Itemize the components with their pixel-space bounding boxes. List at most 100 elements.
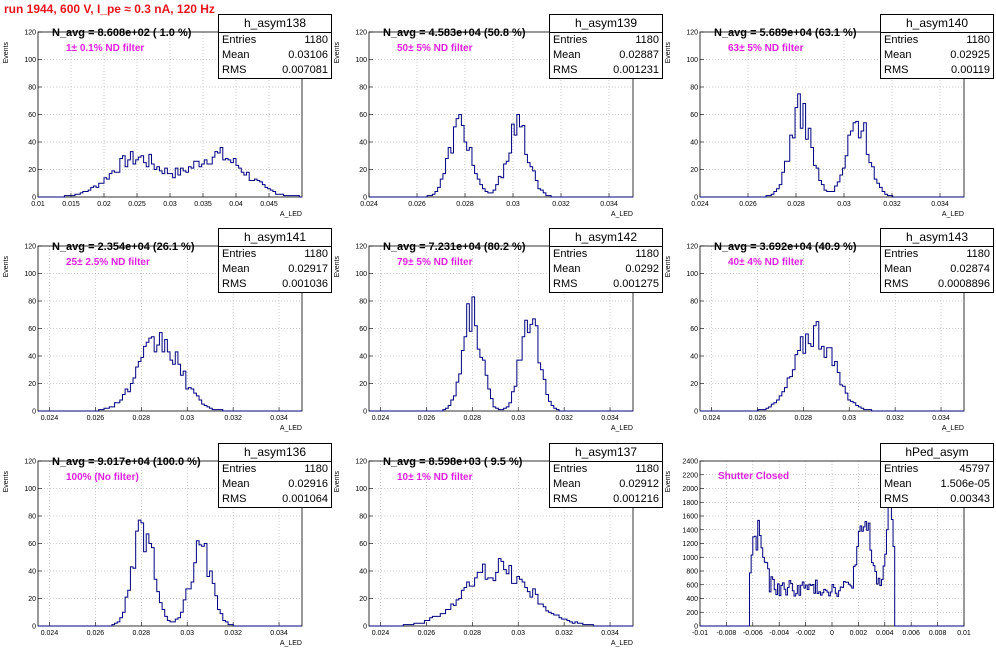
stat-label: RMS [884, 278, 909, 290]
histogram-line [38, 332, 302, 412]
stats-box: h_asym139 Entries 1180 Mean 0.02887 RMS 0.0012… [549, 14, 663, 79]
y-tick-label: 0 [32, 624, 36, 631]
y-tick-label: 80 [359, 299, 367, 306]
navg-label: N_avg = 8.608e+02 ( 1.0 %) [52, 27, 192, 39]
y-tick-label: 120 [24, 30, 36, 37]
y-tick-label: 0 [363, 624, 367, 631]
y-tick-label: 20 [359, 596, 367, 603]
stat-label: RMS [222, 64, 247, 76]
histogram-panel-h_asym140: 0.024 0.026 0.028 0.03 0.032 0.034 0 20 40 60 80 10… [662, 14, 996, 219]
stat-label: Mean [553, 49, 581, 61]
histogram-panel-h_asym142: 0.024 0.026 0.028 0.03 0.032 0.034 0 20 40 60 80 10… [331, 228, 665, 433]
y-tick-label: 0 [694, 624, 698, 631]
x-tick-label: 0.028 [456, 201, 474, 208]
y-tick-label: 60 [690, 326, 698, 333]
y-tick-label: 60 [28, 326, 36, 333]
y-tick-label: 40 [359, 354, 367, 361]
y-axis-label: Events [334, 471, 341, 493]
x-tick-label: 0.024 [372, 415, 390, 422]
stat-mean: Mean 0.03106 [219, 48, 331, 63]
stat-label: Entries [884, 34, 919, 46]
histogram-line [38, 519, 302, 627]
x-tick-label: 0.034 [600, 201, 618, 208]
stat-label: Entries [553, 34, 588, 46]
histogram-plot: 0.01 0.015 0.02 0.025 0.03 0.035 0.04 0.045 0 20 4… [3, 30, 303, 218]
stat-value: 1.506e-05 [940, 478, 990, 490]
stat-value: 1180 [966, 34, 990, 46]
x-tick-label: 0.034 [931, 201, 949, 208]
histogram-name: h_asym140 [881, 15, 993, 33]
x-tick-label: 0.008 [929, 630, 947, 637]
navg-label: N_avg = 4.583e+04 (50.8 %) [383, 27, 526, 39]
stat-value: 0.001216 [613, 493, 659, 505]
stat-label: Entries [222, 463, 257, 475]
stat-mean: Mean 1.506e-05 [881, 477, 993, 492]
y-tick-label: 120 [686, 244, 698, 251]
y-tick-label: 1000 [682, 555, 698, 562]
y-tick-label: 40 [359, 569, 367, 576]
filter-label: 1± 0.1% ND filter [66, 43, 145, 54]
filter-label: 25± 2.5% ND filter [66, 257, 150, 268]
y-tick-label: 40 [690, 140, 698, 147]
y-tick-label: 100 [24, 57, 36, 64]
y-tick-label: 60 [28, 541, 36, 548]
x-tick-label: 0.026 [418, 630, 436, 637]
y-tick-label: 0 [32, 409, 36, 416]
stat-label: Mean [222, 478, 250, 490]
x-axis-label: A_LED [611, 211, 633, 218]
stat-label: RMS [884, 64, 909, 76]
stat-entries: Entries 45797 [881, 462, 993, 477]
y-tick-label: 120 [24, 244, 36, 251]
y-tick-label: 100 [355, 486, 367, 493]
stat-entries: Entries 1180 [881, 33, 993, 48]
histogram-panel-hPed_asym: -0.01 -0.008 -0.006 -0.004 -0.002 0 0.002 0.004… [662, 443, 996, 648]
stat-value: 0.007081 [282, 64, 328, 76]
stat-value: 1180 [304, 34, 328, 46]
stat-value: 1180 [304, 463, 328, 475]
x-tick-label: -0.002 [796, 630, 816, 637]
stat-entries: Entries 1180 [550, 247, 662, 262]
y-tick-label: 60 [359, 541, 367, 548]
stat-mean: Mean 0.02916 [219, 477, 331, 492]
stat-value: 0.03106 [288, 49, 328, 61]
y-axis-label: Events [334, 256, 341, 278]
histogram-plot: 0.024 0.026 0.028 0.03 0.032 0.034 0 20 40 60 80 10… [334, 244, 634, 432]
stat-rms: RMS 0.001231 [550, 63, 662, 78]
y-tick-label: 200 [686, 610, 698, 617]
filter-label: 79± 5% ND filter [397, 257, 473, 268]
x-tick-label: 0.034 [932, 415, 950, 422]
stat-label: Mean [884, 263, 912, 275]
histogram-name: h_asym136 [219, 444, 331, 462]
stat-rms: RMS 0.001216 [550, 492, 662, 507]
y-tick-label: 120 [24, 459, 36, 466]
histogram-line [700, 93, 964, 198]
stat-value: 1180 [635, 34, 659, 46]
stat-value: 0.001231 [613, 64, 659, 76]
x-tick-label: 0.026 [408, 201, 426, 208]
navg-label: N_avg = 8.598e+03 ( 9.5 %) [383, 456, 523, 468]
stat-rms: RMS 0.001036 [219, 277, 331, 292]
x-tick-label: 0.03 [180, 630, 194, 637]
x-tick-label: 0.03 [506, 201, 520, 208]
x-tick-label: 0.024 [372, 630, 390, 637]
stat-value: 0.02887 [619, 49, 659, 61]
stat-label: Mean [222, 263, 250, 275]
histogram-name: h_asym139 [550, 15, 662, 33]
filter-label: Shutter Closed [718, 471, 790, 482]
y-tick-label: 100 [355, 57, 367, 64]
stat-entries: Entries 1180 [219, 462, 331, 477]
stat-value: 0.02912 [619, 478, 659, 490]
histogram-line [369, 114, 633, 198]
y-axis-label: Events [3, 256, 10, 278]
navg-label: N_avg = 5.689e+04 (63.1 %) [714, 27, 857, 39]
x-tick-label: -0.01 [692, 630, 708, 637]
stat-value: 0.02925 [950, 49, 990, 61]
x-tick-label: 0.015 [62, 201, 80, 208]
x-axis-label: A_LED [280, 211, 302, 218]
y-tick-label: 0 [32, 195, 36, 202]
x-tick-label: 0.034 [601, 630, 619, 637]
x-tick-label: 0.028 [464, 415, 482, 422]
x-tick-label: 0.028 [133, 630, 151, 637]
stat-mean: Mean 0.02874 [881, 262, 993, 277]
stat-value: 0.02874 [950, 263, 990, 275]
